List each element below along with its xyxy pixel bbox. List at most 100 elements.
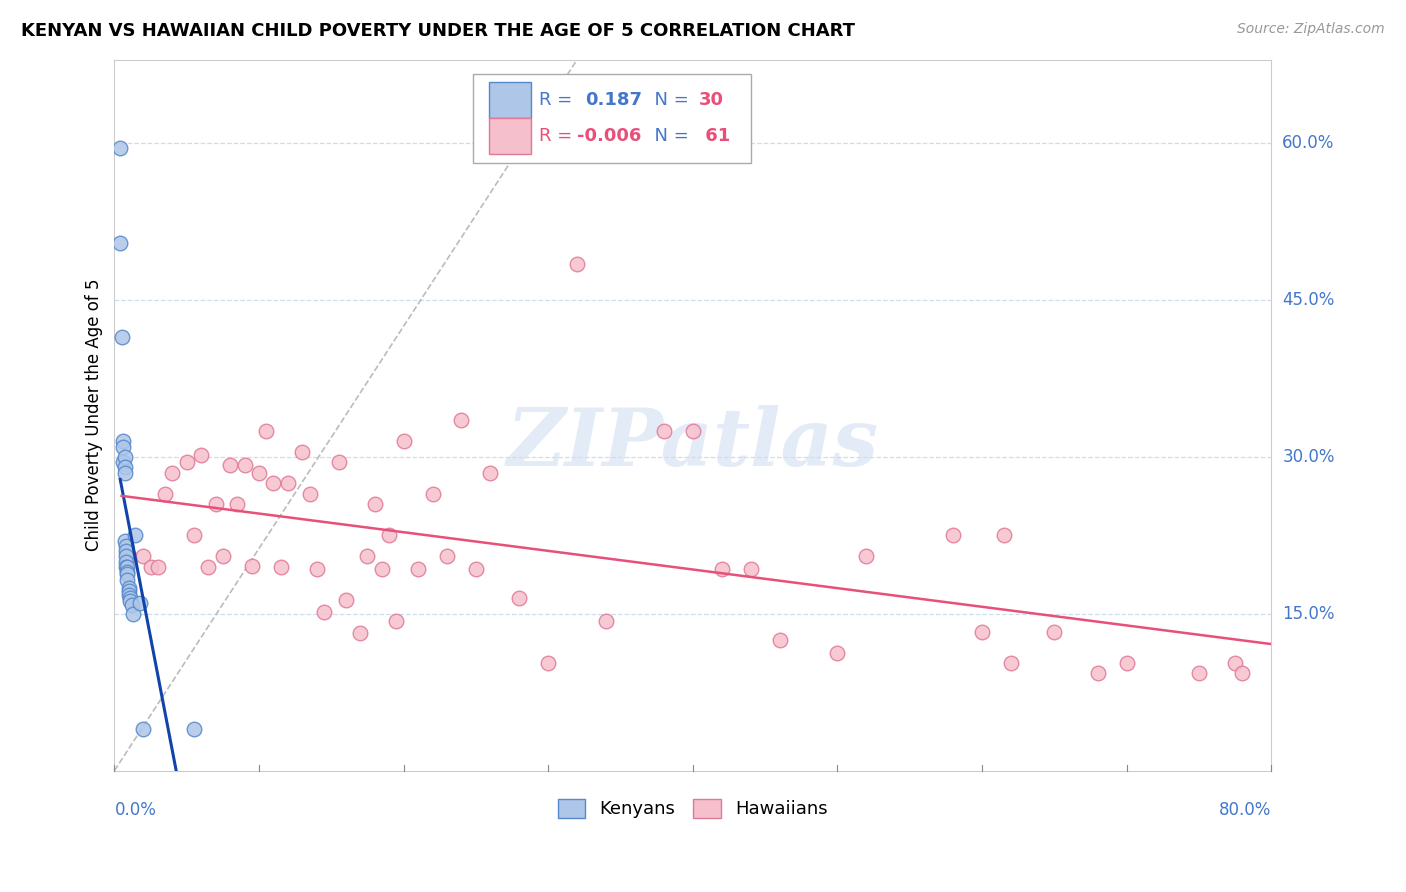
Text: 30.0%: 30.0% (1282, 448, 1334, 466)
Point (120, 591, 142, 606)
Point (162, 466, 184, 480)
Point (508, 591, 530, 606)
Point (682, 424, 704, 438)
Point (114, 466, 136, 480)
Text: 61: 61 (699, 127, 730, 145)
Y-axis label: Child Poverty Under the Age of 5: Child Poverty Under the Age of 5 (86, 279, 103, 551)
Point (115, 539, 138, 553)
Point (112, 455, 135, 469)
Point (132, 722, 155, 736)
Point (422, 486, 444, 500)
Point (328, 455, 350, 469)
Text: 45.0%: 45.0% (1282, 291, 1334, 310)
Point (121, 599, 143, 613)
Point (371, 562, 394, 576)
Point (254, 424, 277, 438)
Point (385, 614, 408, 628)
Point (120, 594, 142, 608)
Point (1087, 666, 1109, 681)
Point (129, 596, 152, 610)
Legend: Kenyans, Hawaiians: Kenyans, Hawaiians (551, 792, 835, 826)
Point (1115, 656, 1137, 670)
FancyBboxPatch shape (489, 82, 531, 119)
FancyBboxPatch shape (472, 74, 751, 162)
Point (565, 256, 588, 270)
Point (118, 581, 141, 595)
Point (595, 614, 617, 628)
Point (122, 607, 145, 621)
Point (970, 624, 993, 639)
Point (768, 632, 790, 647)
Point (537, 656, 560, 670)
Point (378, 528, 401, 542)
Point (298, 486, 321, 500)
Text: 80.0%: 80.0% (1219, 801, 1271, 819)
Text: -0.006: -0.006 (576, 127, 641, 145)
Point (132, 549, 155, 564)
Point (262, 476, 284, 491)
Point (335, 593, 357, 607)
Point (247, 466, 270, 480)
Point (1000, 656, 1022, 670)
Point (993, 528, 1015, 542)
Point (855, 549, 877, 564)
Point (112, 440, 135, 454)
Point (240, 558, 263, 573)
Point (118, 583, 141, 598)
Text: Source: ZipAtlas.com: Source: ZipAtlas.com (1237, 22, 1385, 37)
Point (114, 533, 136, 548)
Point (112, 434, 135, 449)
FancyBboxPatch shape (489, 118, 531, 153)
Point (108, 235, 131, 250)
Text: KENYAN VS HAWAIIAN CHILD POVERTY UNDER THE AGE OF 5 CORRELATION CHART: KENYAN VS HAWAIIAN CHILD POVERTY UNDER T… (21, 22, 855, 40)
Point (827, 646, 849, 660)
Point (740, 562, 762, 576)
Point (212, 549, 235, 564)
Point (226, 497, 249, 511)
Point (356, 549, 378, 564)
Text: R =: R = (538, 91, 583, 109)
Point (146, 559, 169, 574)
Point (1232, 666, 1254, 681)
Point (117, 574, 139, 588)
Text: N =: N = (643, 91, 695, 109)
Point (349, 625, 371, 640)
Point (117, 559, 139, 574)
Point (108, 141, 131, 155)
Point (305, 562, 328, 576)
Point (204, 497, 226, 511)
Point (406, 562, 429, 576)
Point (312, 605, 335, 619)
Text: R =: R = (538, 127, 578, 145)
Point (183, 528, 205, 542)
Text: 60.0%: 60.0% (1282, 135, 1334, 153)
Point (118, 588, 141, 602)
Point (115, 559, 138, 574)
Text: 0.0%: 0.0% (114, 801, 156, 819)
Point (233, 458, 256, 473)
Text: ZIPatlas: ZIPatlas (506, 405, 879, 483)
Text: 0.187: 0.187 (585, 91, 643, 109)
Point (183, 722, 205, 736)
Point (117, 567, 139, 582)
Point (450, 413, 472, 427)
Text: 30: 30 (699, 91, 724, 109)
Point (139, 559, 162, 574)
Point (219, 458, 242, 473)
Point (114, 450, 136, 464)
Point (1188, 666, 1211, 681)
Point (710, 562, 733, 576)
Text: N =: N = (643, 127, 695, 145)
Point (115, 544, 138, 558)
Point (277, 476, 299, 491)
Point (124, 528, 146, 542)
Point (118, 549, 141, 564)
Point (190, 448, 212, 462)
Point (363, 497, 385, 511)
Point (464, 562, 486, 576)
Point (197, 559, 219, 574)
Point (117, 565, 139, 579)
Point (114, 460, 136, 475)
Point (1223, 656, 1246, 670)
Point (479, 466, 502, 480)
